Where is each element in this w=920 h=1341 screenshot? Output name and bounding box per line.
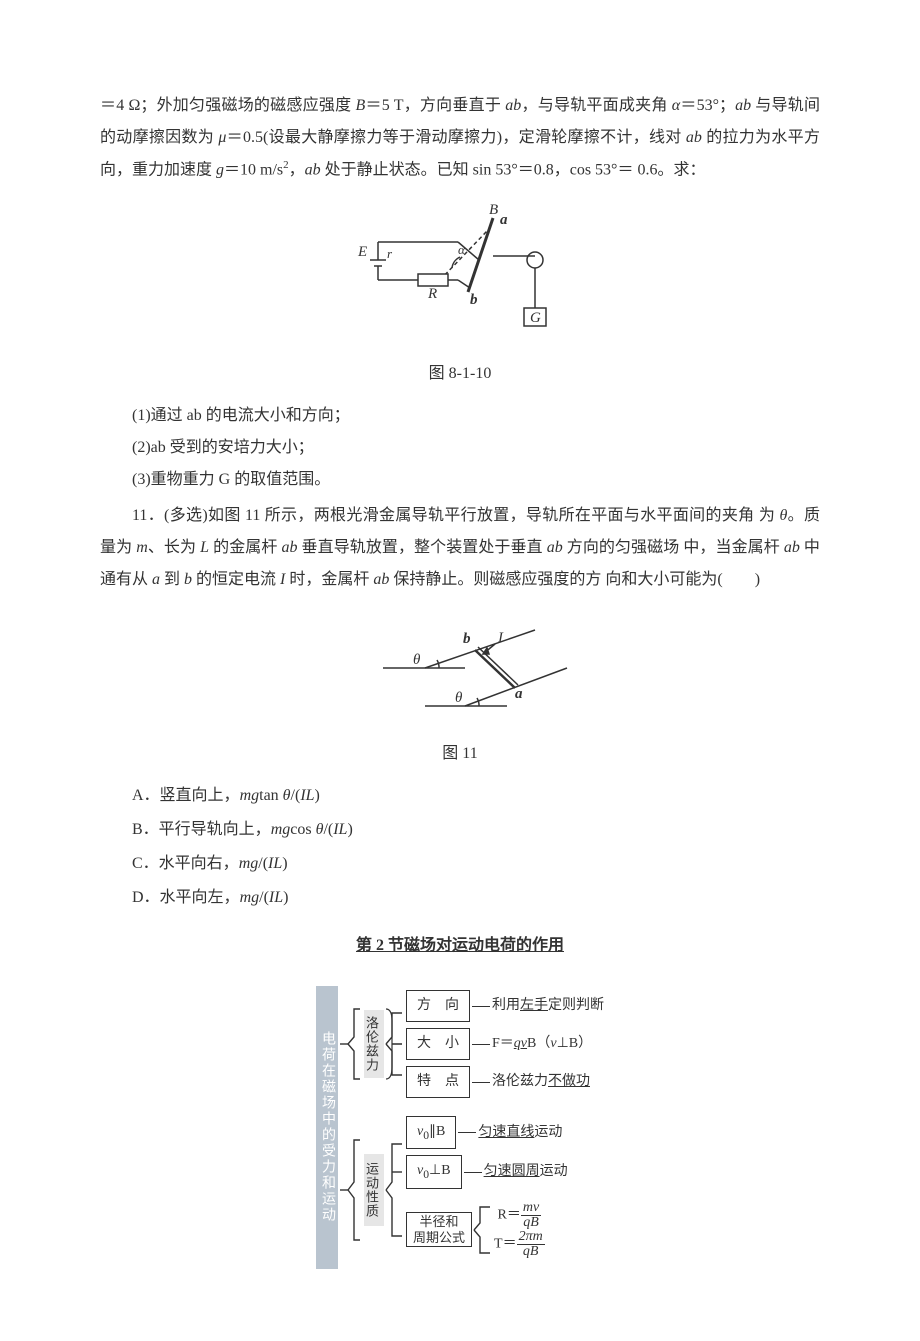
q11-ab2: ab	[547, 539, 563, 556]
g1-row2-right: 洛伦兹力不做功	[492, 1068, 590, 1096]
q11-m: m	[136, 539, 148, 556]
concept-map: 电荷在磁场中的受力和运动 洛伦兹力	[100, 986, 820, 1280]
bracket-icon-3	[472, 1195, 494, 1265]
lead-g: g	[216, 161, 224, 178]
fig11-label-theta1: θ	[413, 652, 421, 668]
fig8-label-a: a	[500, 212, 508, 228]
fig8-label-E: E	[357, 244, 367, 260]
opt-D-expr: mg/(IL)	[240, 889, 289, 906]
g2-row2-right: R＝mvqBT＝2πmqB	[494, 1201, 545, 1259]
fig8-label-R: R	[427, 286, 437, 302]
fig8-label-alpha: α	[458, 242, 466, 257]
figure-8-1-10: B a b α E r R G	[100, 200, 820, 352]
q11-stem: 11．(多选)如图 11 所示，两根光滑金属导轨平行放置，导轨所在平面与水平面间…	[100, 500, 820, 596]
subq-3-text: (3)重物重力 G 的取值范围。	[132, 471, 330, 488]
lead-ab-3: ab	[686, 129, 702, 146]
subq-2-text: (2)ab 受到的安培力大小；	[132, 439, 314, 456]
figure-8-1-10-caption: 图 8-1-10	[100, 358, 820, 390]
g2-row0-left: v0∥B	[406, 1116, 456, 1149]
q11-ab4: ab	[373, 571, 389, 588]
fig11-label-b: b	[463, 631, 471, 647]
q11-ab3: ab	[784, 539, 800, 556]
g1-row2-left: 特 点	[406, 1066, 470, 1098]
opt-C-expr: mg/(IL)	[239, 855, 288, 872]
q11-t9: 垂直导轨放置，整个装置处于垂直	[297, 539, 546, 556]
q11-t1: 为	[759, 507, 780, 524]
lead-text-11: 0.6。求：	[637, 161, 705, 178]
q11-t0: 11．(多选)如图 11 所示，两根光滑金属导轨平行放置，导轨所在平面与水平面间…	[132, 507, 754, 524]
lead-text-10: 处于静止状态。已知 sin 53°＝0.8，cos 53°＝	[321, 161, 634, 178]
lead-ab-2: ab	[735, 97, 751, 114]
opt-C: C．水平向右，mg/(IL)	[132, 848, 820, 880]
lead-alpha: α	[672, 97, 680, 114]
q11-options: A．竖直向上，mgtan θ/(IL) B．平行导轨向上，mgcos θ/(IL…	[132, 780, 820, 914]
q11-t22: 保持静止。则磁感应强度的方	[389, 571, 601, 588]
lead-text-6: ＝0.5(设最大静摩擦力等于滑动摩擦力)，定滑轮摩擦不计，线对	[226, 129, 686, 146]
opt-A-expr: mgtan θ/(IL)	[240, 787, 320, 804]
figure-8-1-10-svg: B a b α E r R G	[340, 200, 580, 340]
q11-L: L	[200, 539, 209, 556]
opt-B: B．平行导轨向上，mgcos θ/(IL)	[132, 814, 820, 846]
fig11-label-I: I	[497, 630, 504, 646]
figure-11: b I a θ θ	[100, 610, 820, 732]
lead-B: B	[356, 97, 366, 114]
figure-11-svg: b I a θ θ	[345, 610, 575, 720]
group1-title-text: 洛伦兹力	[364, 1016, 379, 1072]
g2-row2-left: 半径和周期公式	[406, 1212, 472, 1247]
section-2-title: 第 2 节磁场对运动电荷的作用	[100, 930, 820, 962]
subq-2: (2)ab 受到的安培力大小；	[100, 432, 820, 464]
opt-A-prefix: A．竖直向上，	[132, 787, 240, 804]
fig8-label-G: G	[530, 310, 541, 326]
fig11-label-theta2: θ	[455, 690, 463, 706]
concept-spine: 电荷在磁场中的受力和运动	[316, 986, 338, 1268]
q11-t16: 到	[160, 571, 184, 588]
q11-t12: 中，当金属杆	[683, 539, 784, 556]
group2-title: 运动性质	[364, 1154, 384, 1226]
fig8-label-B: B	[489, 202, 498, 218]
fig8-label-r: r	[387, 246, 393, 261]
bracket-icon-2b	[384, 1130, 406, 1250]
subq-1-text: (1)通过 ab 的电流大小和方向；	[132, 407, 350, 424]
lead-text-4: ＝53°；	[680, 97, 735, 114]
g1-row1-right: F＝qvB（v⊥B）	[492, 1030, 592, 1058]
opt-B-expr: mgcos θ/(IL)	[271, 821, 353, 838]
lead-ab-1: ab	[505, 97, 521, 114]
subq-3: (3)重物重力 G 的取值范围。	[100, 464, 820, 496]
opt-A: A．竖直向上，mgtan θ/(IL)	[132, 780, 820, 812]
g1-row1-left: 大 小	[406, 1028, 470, 1060]
concept-spine-label: 电荷在磁场中的受力和运动	[313, 1031, 341, 1223]
q11-t7: 的金属杆	[209, 539, 281, 556]
lead-paragraph: ＝4 Ω；外加匀强磁场的磁感应强度 B＝5 T，方向垂直于 ab，与导轨平面成夹…	[100, 90, 820, 186]
lead-ab-4: ab	[305, 161, 321, 178]
q11-t23: 向和大小可能为( )	[605, 571, 760, 588]
group1-title: 洛伦兹力	[364, 1010, 384, 1078]
fig8-label-b: b	[470, 292, 478, 308]
g2-row0-right: 匀速直线运动	[478, 1119, 562, 1147]
bracket-icon-1b	[384, 1001, 406, 1087]
q11-t20: 时，金属杆	[285, 571, 373, 588]
g2-row1-left: v0⊥B	[406, 1155, 462, 1188]
lead-text-3: ，与导轨平面成夹角	[521, 97, 672, 114]
opt-C-prefix: C．水平向右，	[132, 855, 239, 872]
lead-text-8: ＝10 m/s	[224, 161, 283, 178]
lead-text-2: ＝5 T，方向垂直于	[365, 97, 505, 114]
lead-text-9: ，	[289, 161, 305, 178]
g1-row0-right: 利用左手定则判断	[492, 992, 604, 1020]
q11-t5: 、长为	[148, 539, 200, 556]
q11-t18: 的恒定电流	[192, 571, 280, 588]
g2-row1-right: 匀速圆周运动	[484, 1158, 568, 1186]
figure-11-caption: 图 11	[100, 738, 820, 770]
fig11-label-a: a	[515, 686, 523, 702]
g1-row0-left: 方 向	[406, 990, 470, 1022]
q11-b: b	[184, 571, 192, 588]
subq-1: (1)通过 ab 的电流大小和方向；	[100, 400, 820, 432]
lead-text-1: ＝4 Ω；外加匀强磁场的磁感应强度	[100, 97, 356, 114]
q11-ab1: ab	[281, 539, 297, 556]
opt-D-prefix: D．水平向左，	[132, 889, 240, 906]
opt-D: D．水平向左，mg/(IL)	[132, 882, 820, 914]
group2-title-text: 运动性质	[364, 1162, 379, 1218]
q11-t11: 方向的匀强磁场	[563, 539, 680, 556]
q11-a: a	[152, 571, 160, 588]
opt-B-prefix: B．平行导轨向上，	[132, 821, 271, 838]
